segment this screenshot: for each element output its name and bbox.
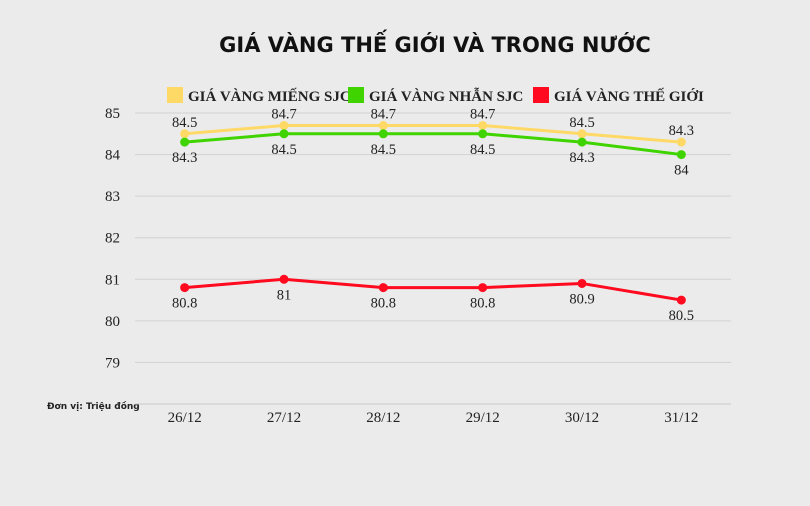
data-label: 80.8 — [371, 296, 396, 312]
y-tick-label: 81 — [105, 272, 120, 288]
data-point — [279, 274, 289, 284]
y-tick-label: 80 — [105, 314, 120, 330]
chart-title: GIÁ VÀNG THẾ GIỚI VÀ TRONG NƯỚC — [219, 29, 651, 57]
legend-label: GIÁ VÀNG NHẪN SJC — [369, 87, 523, 105]
grid: 79 80 81 82 83 84 85 26/12 27/12 28/12 29/12 30/12 3… — [105, 106, 731, 426]
data-label: 84.5 — [470, 142, 495, 158]
data-label: 80.8 — [172, 296, 197, 312]
data-point — [279, 129, 289, 139]
data-point — [577, 137, 587, 147]
series-group: 84.5 84.7 84.7 84.7 84.5 84.3 84.3 84.5 84.5 84.5… — [172, 106, 694, 324]
data-label: 84.3 — [669, 123, 694, 139]
data-label: 84.5 — [569, 115, 594, 131]
y-tick-label: 84 — [105, 148, 121, 164]
series-line — [184, 132, 682, 157]
data-point — [378, 129, 388, 139]
data-label: 84.7 — [371, 106, 396, 122]
data-label: 84 — [674, 163, 689, 179]
y-tick-label: 79 — [105, 355, 120, 371]
series-line — [184, 277, 682, 302]
data-point — [478, 283, 488, 293]
data-point — [180, 283, 190, 293]
data-label: 84.5 — [371, 142, 396, 158]
x-tick-label: 28/12 — [366, 410, 400, 426]
data-point — [180, 137, 190, 147]
series-line — [184, 123, 682, 144]
data-point — [577, 278, 587, 288]
data-point — [180, 129, 190, 139]
legend-label: GIÁ VÀNG MIẾNG SJC — [188, 88, 351, 105]
data-point — [676, 137, 686, 147]
data-label: 80.8 — [470, 296, 495, 312]
data-point — [478, 120, 488, 130]
data-label: 84.3 — [172, 150, 197, 166]
unit-label: Đơn vị: Triệu đồng — [47, 401, 140, 412]
data-point — [378, 120, 388, 130]
data-point — [676, 295, 686, 305]
data-label: 80.9 — [569, 291, 594, 307]
data-point — [279, 120, 289, 130]
data-label: 84.3 — [569, 150, 594, 166]
data-label: 84.7 — [271, 106, 296, 122]
x-tick-label: 26/12 — [168, 410, 202, 426]
x-tick-label: 31/12 — [664, 410, 698, 426]
data-label: 81 — [277, 287, 292, 303]
legend-swatch — [167, 87, 183, 103]
x-tick-label: 27/12 — [267, 410, 301, 426]
x-tick-label: 30/12 — [565, 410, 599, 426]
legend-label: GIÁ VÀNG THẾ GIỚI — [554, 88, 704, 105]
data-point — [378, 283, 388, 293]
data-point — [676, 150, 686, 160]
legend-swatch — [533, 87, 549, 103]
legend-swatch — [348, 87, 364, 103]
data-label: 84.5 — [172, 115, 197, 131]
y-tick-label: 82 — [105, 231, 120, 247]
data-point — [577, 129, 587, 139]
data-label: 84.7 — [470, 106, 495, 122]
y-tick-label: 85 — [105, 106, 120, 122]
data-point — [478, 129, 488, 139]
data-label: 84.5 — [271, 142, 296, 158]
x-tick-label: 29/12 — [466, 410, 500, 426]
legend: GIÁ VÀNG MIẾNG SJC GIÁ VÀNG NHẪN SJC GIÁ V… — [167, 87, 704, 105]
data-label: 80.5 — [669, 308, 694, 324]
y-tick-label: 83 — [105, 189, 120, 205]
